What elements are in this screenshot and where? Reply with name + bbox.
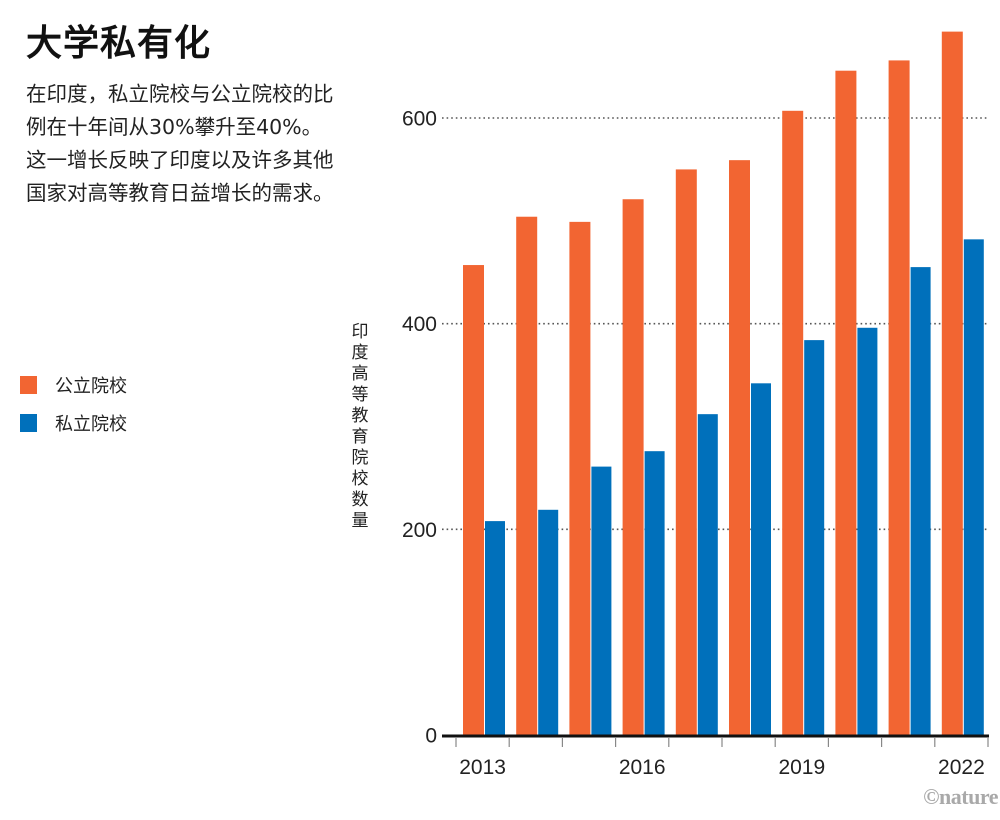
bar-public-2018: [729, 160, 750, 735]
legend-label-private: 私立院校: [55, 414, 127, 435]
x-axis-ticks: 2013 2016 2019 2022: [459, 756, 985, 779]
bar-private-2014: [538, 509, 559, 735]
y-axis-label: 印度高等教育院校数量: [351, 322, 369, 531]
legend: 公立院校 私立院校: [20, 370, 127, 446]
bar-private-2018: [751, 383, 771, 735]
legend-swatch-public: [20, 376, 37, 394]
bar-private-2020: [857, 327, 878, 735]
bar-public-2021: [888, 60, 910, 736]
bar-public-2015: [569, 221, 591, 735]
bar-private-2016: [644, 451, 665, 735]
x-tick-label-2019: 2019: [778, 756, 825, 779]
legend-item-public: 公立院校: [20, 370, 127, 400]
legend-swatch-private: [20, 414, 37, 432]
y-axis-ticks: 0 200 400 600: [402, 108, 437, 748]
chart-description: 在印度，私立院校与公立院校的比例在十年间从30%攀升至40%。这一增长反映了印度…: [26, 82, 334, 205]
y-tick-label-400: 400: [402, 313, 437, 336]
bar-private-2017: [697, 414, 718, 735]
bar-private-2015: [591, 466, 612, 735]
legend-item-private: 私立院校: [20, 408, 127, 438]
bar-public-2016: [622, 199, 644, 735]
bar-public-2013: [463, 265, 484, 735]
bar-private-2021: [910, 267, 931, 735]
bar-private-2013: [485, 521, 505, 735]
chart-title: 大学私有化: [26, 23, 212, 64]
bar-public-2022: [941, 31, 963, 736]
x-axis: [442, 734, 989, 747]
bar-public-2014: [516, 216, 538, 736]
bar-public-2019: [782, 110, 804, 736]
bar-public-2017: [675, 169, 697, 735]
legend-label-public: 公立院校: [55, 376, 127, 397]
bar-public-2020: [835, 70, 857, 736]
x-tick-label-2022: 2022: [938, 756, 985, 779]
bar-private-2022: [963, 239, 984, 736]
bars: [463, 31, 984, 736]
y-tick-label-600: 600: [402, 108, 437, 131]
y-tick-label-200: 200: [402, 519, 437, 542]
nature-credit: ©nature: [923, 784, 998, 809]
x-tick-label-2016: 2016: [619, 756, 666, 779]
x-tick-label-2013: 2013: [459, 756, 506, 779]
bar-private-2019: [804, 340, 825, 735]
y-tick-label-0: 0: [425, 725, 437, 748]
